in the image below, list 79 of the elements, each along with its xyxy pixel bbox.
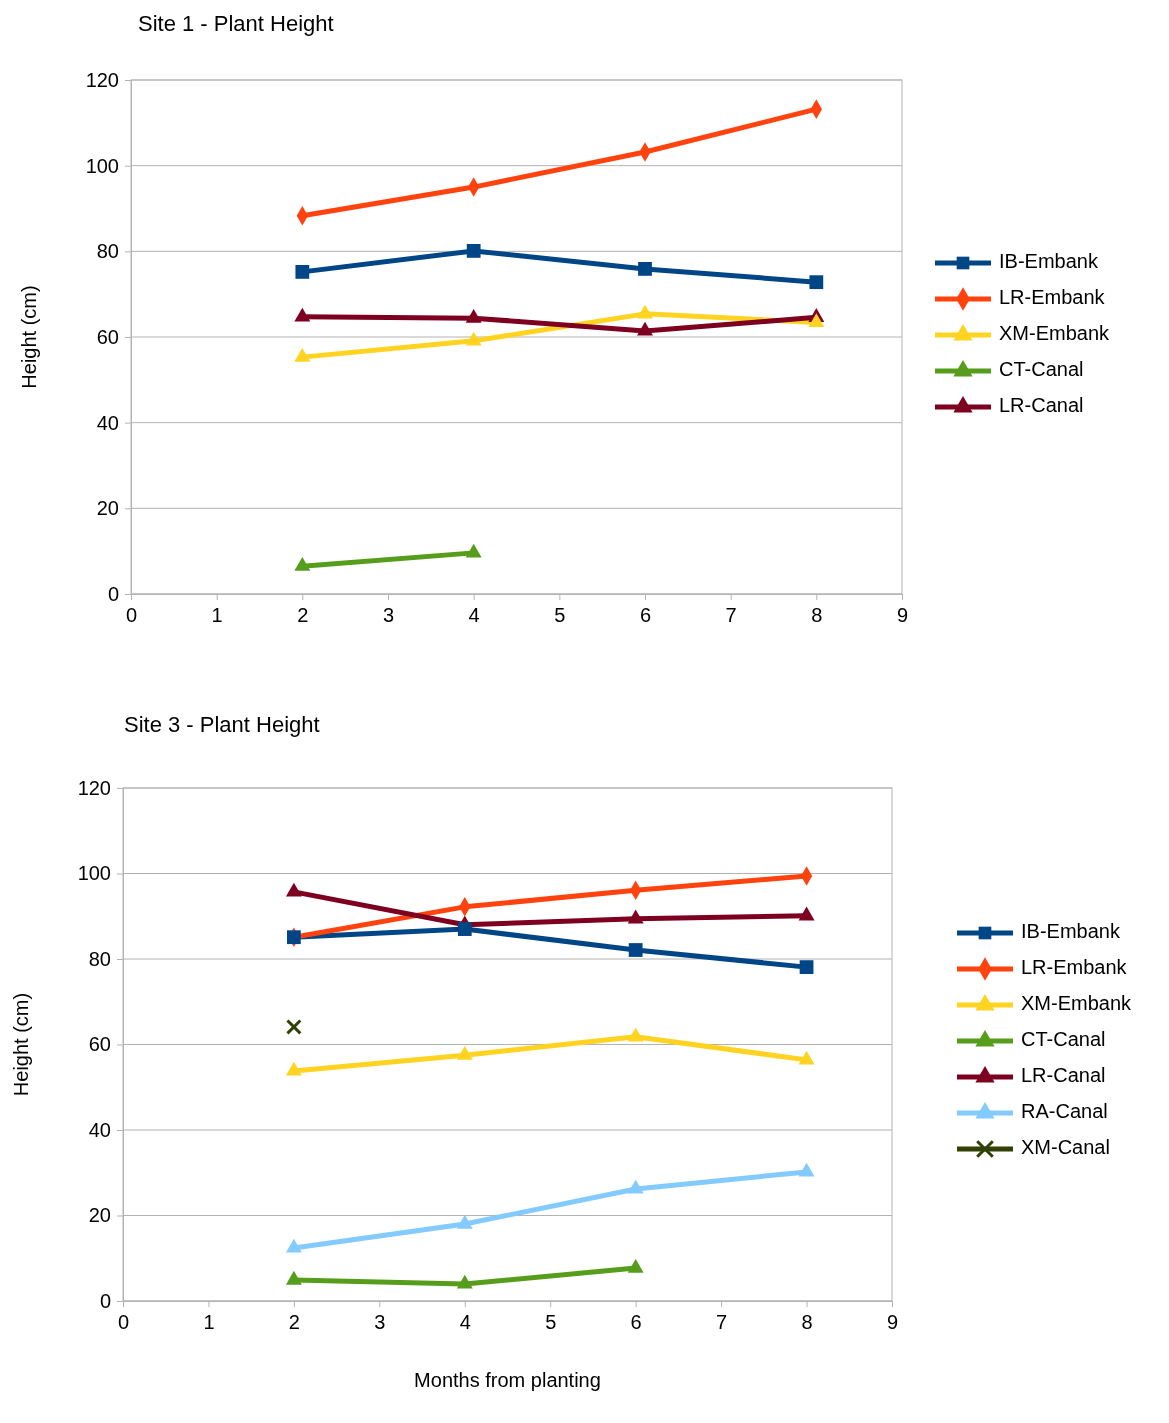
y-tick-label: 80 — [88, 947, 111, 970]
point — [628, 943, 643, 957]
x-tick-label: 8 — [811, 604, 823, 627]
point — [637, 304, 653, 319]
x-tick-label: 4 — [468, 604, 480, 627]
point — [638, 262, 652, 276]
point — [627, 1179, 644, 1194]
legend-label: XM-Embank — [999, 322, 1111, 345]
point — [285, 1238, 302, 1253]
point — [627, 1258, 644, 1273]
x-tick-label: 1 — [211, 604, 223, 627]
point — [285, 882, 302, 897]
y-tick-label: 80 — [96, 240, 119, 263]
x-tick-label: 2 — [297, 604, 309, 627]
y-tick-label: 100 — [77, 862, 111, 885]
x-tick-label: 7 — [725, 604, 737, 627]
y-tick-label: 100 — [85, 154, 119, 177]
y-tick-label: 60 — [88, 1033, 111, 1056]
x-tick-label: 4 — [459, 1311, 471, 1334]
point — [798, 1162, 815, 1177]
point — [627, 1027, 644, 1042]
y-tick-label: 60 — [96, 325, 119, 348]
x-tick-label: 1 — [203, 1311, 215, 1334]
point — [456, 1045, 473, 1060]
legend-label: LR-Embank — [1021, 956, 1128, 979]
y-tick-label: 20 — [88, 1204, 111, 1227]
point — [456, 1214, 473, 1229]
x-tick-label: 3 — [382, 604, 395, 627]
legend-label: IB-Embank — [999, 250, 1099, 273]
point — [285, 1270, 302, 1285]
x-tick-label: 2 — [288, 1311, 300, 1334]
x-tick-label: 3 — [374, 1311, 386, 1334]
y-tick-label: 0 — [107, 582, 119, 605]
y-tick-label: 0 — [99, 1289, 111, 1312]
point — [294, 307, 311, 322]
point — [808, 313, 825, 328]
x-axis-title: Months from planting — [414, 1369, 601, 1391]
y-tick-label: 120 — [85, 68, 119, 91]
point — [798, 1050, 815, 1065]
point — [627, 909, 644, 924]
point — [798, 906, 815, 921]
x-tick-label: 9 — [886, 1311, 899, 1334]
x-tick-label: 7 — [716, 1311, 728, 1334]
legend-label: LR-Canal — [1021, 1064, 1106, 1087]
y-axis-title: Height (cm) — [10, 992, 33, 1097]
y-tick-label: 120 — [77, 776, 111, 799]
point — [456, 1274, 473, 1289]
y-axis-title: Height (cm) — [18, 285, 41, 389]
legend-label: LR-Embank — [999, 286, 1106, 309]
x-tick-label: 9 — [896, 604, 909, 627]
legend-label: CT-Canal — [1021, 1028, 1106, 1051]
legend-label: CT-Canal — [999, 358, 1084, 381]
point — [466, 244, 481, 258]
legend-label: LR-Canal — [999, 394, 1084, 417]
x-tick-label: 5 — [554, 604, 566, 627]
legend-label: IB-Embank — [1021, 920, 1121, 943]
x-tick-label: 6 — [630, 1311, 642, 1334]
point — [295, 265, 310, 279]
y-tick-label: 40 — [88, 1118, 111, 1141]
point — [285, 1061, 302, 1076]
point — [799, 960, 814, 975]
point — [465, 308, 482, 323]
point — [285, 1019, 302, 1035]
chart-title: Site 3 - Plant Height — [124, 711, 320, 737]
legend-label: XM-Canal — [1021, 1136, 1110, 1159]
y-tick-label: 40 — [96, 411, 119, 434]
y-tick-label: 20 — [96, 497, 119, 520]
chart-title: Site 1 - Plant Height — [138, 10, 334, 36]
x-tick-label: 8 — [801, 1311, 813, 1334]
x-tick-label: 5 — [545, 1311, 557, 1334]
x-tick-label: 0 — [125, 604, 138, 627]
point — [294, 347, 311, 362]
legend-label: RA-Canal — [1021, 1100, 1108, 1123]
legend-label: XM-Embank — [1021, 992, 1133, 1015]
point — [809, 275, 824, 290]
x-tick-label: 6 — [639, 604, 652, 627]
point — [465, 331, 482, 346]
point — [637, 321, 653, 336]
point — [457, 922, 472, 936]
